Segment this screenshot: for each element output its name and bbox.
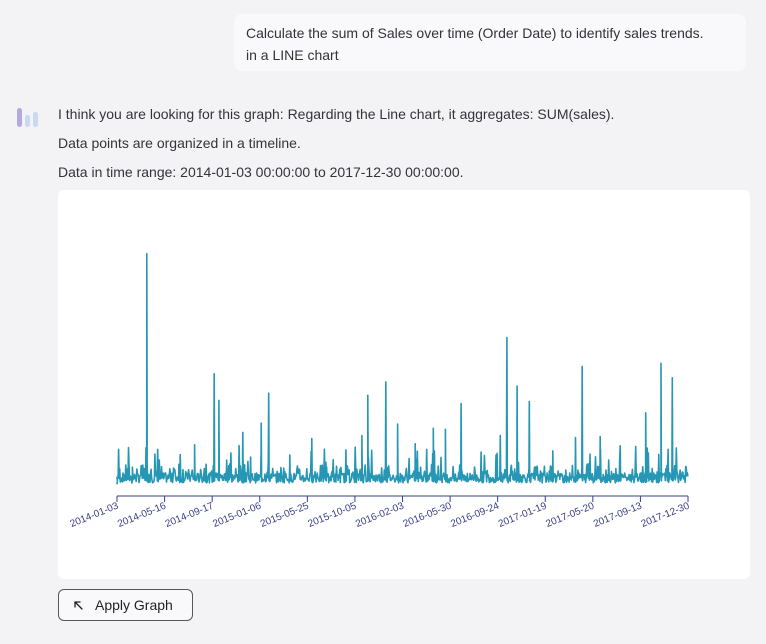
x-tick-label: 2017-01-19 — [497, 500, 549, 530]
assistant-line-2: Data points are organized in a timeline. — [58, 135, 301, 151]
x-tick-label: 2014-05-16 — [116, 500, 168, 530]
arrow-up-left-icon — [73, 599, 85, 611]
apply-graph-button[interactable]: Apply Graph — [58, 589, 193, 621]
assistant-line-1: I think you are looking for this graph: … — [58, 106, 615, 122]
bar-chart-logo-icon — [16, 105, 40, 129]
apply-graph-label: Apply Graph — [95, 597, 173, 613]
x-tick-label: 2014-01-03 — [69, 500, 121, 530]
sales-series-line — [116, 252, 689, 485]
x-tick-label: 2016-02-03 — [354, 500, 406, 530]
x-tick-label: 2015-05-25 — [259, 500, 311, 530]
x-tick-label: 2017-05-20 — [544, 500, 596, 530]
x-tick-label: 2016-09-24 — [449, 500, 501, 530]
line-chart-svg: 2014-01-032014-05-162014-09-172015-01-06… — [69, 252, 692, 530]
user-message-line-2: in a LINE chart — [246, 47, 339, 63]
x-tick-label: 2014-09-17 — [164, 500, 216, 530]
line-chart: 2014-01-03 2014-05-16 2014-09-17 2015-01-06… — [58, 190, 750, 579]
x-tick-label: 2017-12-30 — [640, 500, 692, 530]
assistant-line-3: Data in time range: 2014-01-03 00:00:00 … — [58, 164, 464, 180]
x-tick-label: 2015-10-05 — [306, 500, 358, 530]
x-tick-label: 2017-09-13 — [592, 500, 644, 530]
x-tick-label: 2016-05-30 — [402, 500, 454, 530]
user-message-bubble: Calculate the sum of Sales over time (Or… — [234, 14, 746, 71]
user-message-line-1: Calculate the sum of Sales over time (Or… — [246, 25, 704, 41]
x-tick-label: 2015-01-06 — [211, 500, 263, 530]
